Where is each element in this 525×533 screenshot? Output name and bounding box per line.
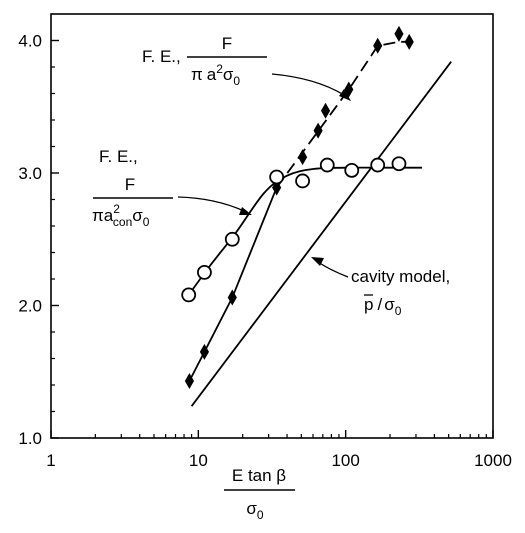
circle-marker [370,157,386,173]
annotation-fe-circle-denominator: πa2 conσ0 [92,202,150,229]
diamond-marker [298,149,308,166]
diamond-marker [373,37,383,54]
diamond-marker [394,25,404,42]
diamond-marker [404,33,414,50]
annotation-fe-diamond: F. E., F π a2σ0 [142,34,267,88]
y-tick-label: 1.0 [18,429,42,448]
series-cavity-line [190,61,452,407]
diamond-marker [184,373,194,390]
circle-marker [197,264,212,280]
leader-arrowhead-fe-circle [239,207,252,215]
series-fe-diamond-line-dashed [275,40,416,189]
circle-marker [319,157,335,173]
circle-marker [344,162,360,178]
leader-arrowhead-fe-diamond [339,89,351,101]
diamond-marker [227,289,237,306]
leader-arrow-cavity [317,261,349,278]
x-tick-label: 1000 [474,451,512,470]
circle-marker [391,156,407,172]
leader-arrow-fe-diamond [271,73,345,96]
leader-arrowhead-cavity [311,257,324,266]
x-axis-label-denominator: σ0 [246,499,264,522]
annotation-fe-circle-numerator: F [125,175,135,194]
x-tick-label: 10 [189,451,208,470]
circle-marker [224,231,240,247]
annotation-fe-circle: F. E., F πa2 conσ0 [92,147,173,229]
annotation-cavity: cavity model, p / σ0 [351,267,450,318]
y-axis: 1.0 2.0 3.0 4.0 [18,32,59,448]
x-tick-label: 100 [331,451,359,470]
x-axis-label: E tan β σ0 [224,466,295,522]
diamond-marker [344,81,354,98]
annotation-fe-diamond-numerator: F [222,34,232,53]
series-markers [181,25,414,390]
annotation-fe-circle-prefix: F. E., [99,147,138,166]
x-axis: 1 10 100 1000 [46,430,512,470]
annotation-cavity-line1: cavity model, [351,267,450,286]
x-tick-label: 1 [46,451,55,470]
diamond-marker [199,343,210,360]
leader-arrow-fe-circle [177,196,245,212]
y-tick-label: 4.0 [18,32,42,51]
annotation-fe-diamond-prefix: F. E., [142,47,181,66]
y-tick-label: 2.0 [18,297,42,316]
circle-marker [295,173,310,189]
x-axis-label-numerator: E tan β [232,466,286,485]
annotation-fe-diamond-denominator: π a2σ0 [191,62,240,88]
diamond-marker [320,102,331,119]
leader-arrows [177,73,351,278]
diamond-marker [313,122,323,139]
annotation-cavity-line2: p / σ0 [364,295,402,318]
circle-marker [181,287,197,303]
circle-marker [269,169,285,185]
y-tick-label: 3.0 [18,164,42,183]
series-lines [187,40,452,407]
series-fe-diamond-line [188,187,278,382]
